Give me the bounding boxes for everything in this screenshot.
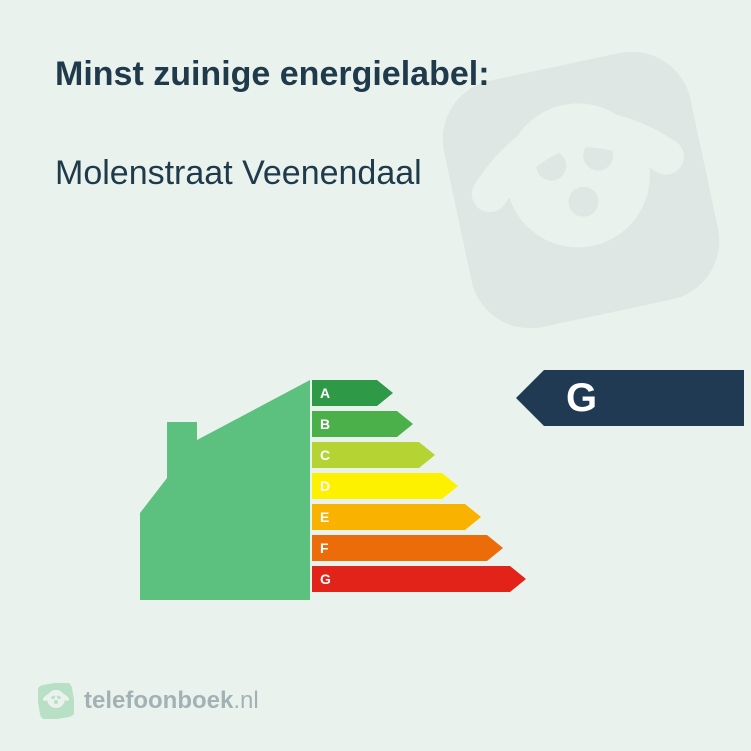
label-bar-d: D <box>312 473 526 499</box>
page-subtitle: Molenstraat Veenendaal <box>55 154 696 193</box>
label-bar-g: G <box>312 566 526 592</box>
footer-brand: telefoonboek.nl <box>38 683 259 719</box>
label-bar-c: C <box>312 442 526 468</box>
page-title: Minst zuinige energielabel: <box>55 55 696 94</box>
label-bar-b: B <box>312 411 526 437</box>
label-bar-a: A <box>312 380 526 406</box>
house-icon <box>140 380 310 600</box>
label-letter: F <box>320 540 329 556</box>
brand-name-bold: telefoonboek <box>84 687 233 714</box>
brand-icon <box>38 683 74 719</box>
label-letter: A <box>320 385 330 401</box>
label-letter: G <box>320 571 331 587</box>
rating-letter: G <box>566 376 598 421</box>
energy-label-chart: ABCDEFG G <box>0 350 751 630</box>
rating-arrow-icon <box>516 370 544 426</box>
label-bar-e: E <box>312 504 526 530</box>
rating-badge: G <box>516 370 744 426</box>
label-letter: B <box>320 416 330 432</box>
label-letter: C <box>320 447 330 463</box>
label-bar-f: F <box>312 535 526 561</box>
brand-text: telefoonboek.nl <box>84 687 259 715</box>
label-letter: E <box>320 509 329 525</box>
label-letter: D <box>320 478 330 494</box>
brand-name-light: .nl <box>233 687 258 714</box>
